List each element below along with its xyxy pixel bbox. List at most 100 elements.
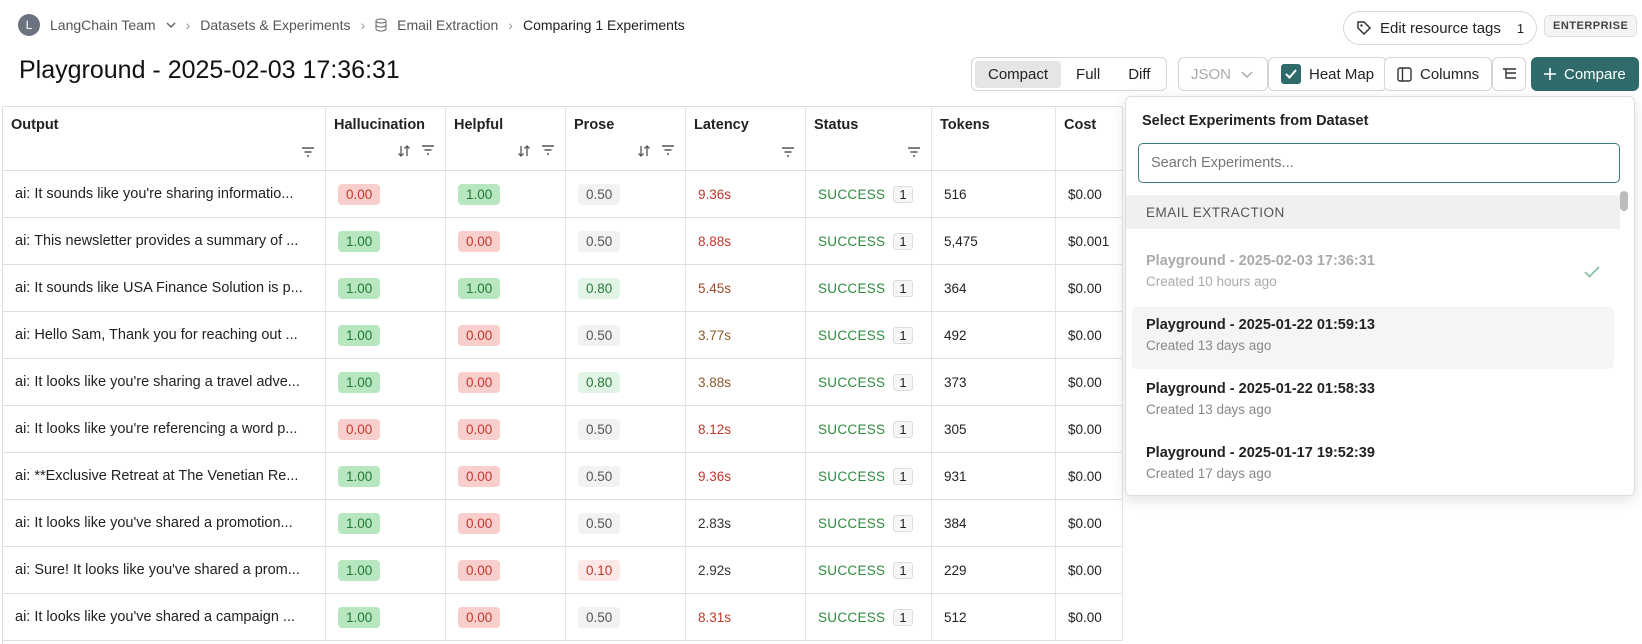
experiment-name: Playground - 2025-01-22 01:58:33 [1146, 381, 1375, 397]
score-pill: 0.50 [578, 183, 621, 205]
experiment-option[interactable]: Playground - 2025-01-22 01:58:33 Created … [1132, 371, 1614, 433]
score-pill: 1.00 [338, 512, 381, 534]
heat-map-toggle[interactable]: Heat Map [1268, 57, 1388, 91]
experiment-name: Playground - 2025-02-03 17:36:31 [1146, 253, 1375, 269]
score-pill: 0.00 [338, 183, 381, 205]
column-header[interactable]: Tokens [932, 107, 1056, 171]
table-cell: SUCCESS 1 [806, 594, 932, 641]
score-pill: 0.80 [578, 277, 621, 299]
columns-button[interactable]: Columns [1384, 57, 1493, 91]
separator: › [508, 17, 513, 33]
header-icons [397, 144, 435, 158]
label: Columns [1420, 65, 1480, 83]
score-pill: 0.50 [578, 418, 621, 440]
score-pill: 0.50 [578, 512, 621, 534]
table-cell: 8.88s [686, 218, 806, 265]
output-text: ai: It looks like you're sharing a trave… [15, 374, 300, 390]
layout-button[interactable] [1492, 57, 1526, 91]
table-cell: 2.83s [686, 500, 806, 547]
cell-text: $0.00 [1068, 609, 1102, 625]
table-cell[interactable]: ai: It looks like you've shared a campai… [3, 594, 326, 641]
columns-icon [1397, 66, 1412, 82]
cell-text: 373 [944, 374, 967, 390]
column-header[interactable]: Cost [1056, 107, 1123, 171]
table-cell: SUCCESS 1 [806, 218, 932, 265]
plan-badge: ENTERPRISE [1544, 15, 1638, 37]
crumb[interactable]: LangChain Team [50, 17, 156, 33]
experiment-option[interactable]: Playground - 2025-01-22 01:59:13 Created … [1132, 307, 1614, 369]
search-input[interactable]: Search Experiments... [1138, 143, 1620, 183]
latency: 3.77s [698, 327, 732, 343]
table-cell[interactable]: ai: It sounds like USA Finance Solution … [3, 265, 326, 312]
label: Compare [1564, 65, 1626, 83]
breadcrumb: L LangChain Team › Datasets & Experiment… [18, 14, 685, 36]
experiment-dropdown: Select Experiments from Dataset Search E… [1125, 96, 1635, 496]
score-pill: 0.00 [458, 418, 501, 440]
table-cell: 0.10 [566, 547, 686, 594]
view-option[interactable]: Full [1076, 65, 1101, 83]
view-option[interactable]: Compact [975, 60, 1062, 88]
avatar[interactable]: L [18, 14, 40, 36]
output-text: ai: This newsletter provides a summary o… [15, 233, 299, 249]
page-title: Playground - 2025-02-03 17:36:31 [19, 56, 400, 84]
column-header[interactable]: Status [806, 107, 932, 171]
score-pill: 0.00 [458, 230, 501, 252]
table-cell[interactable]: ai: It looks like you've shared a promot… [3, 500, 326, 547]
view-option[interactable]: Diff [1128, 65, 1151, 83]
run-count: 1 [893, 467, 913, 485]
score-pill: 1.00 [458, 277, 501, 299]
cell-text: 516 [944, 186, 967, 202]
score-pill: 0.50 [578, 465, 621, 487]
crumb[interactable]: Email Extraction [397, 17, 499, 33]
experiment-created: Created 10 hours ago [1146, 274, 1277, 289]
table-cell: 229 [932, 547, 1056, 594]
table-cell: 0.00 [326, 171, 446, 218]
table-cell: 1.00 [326, 547, 446, 594]
cell-text: $0.00 [1068, 562, 1102, 578]
table-cell[interactable]: ai: It looks like you're referencing a w… [3, 406, 326, 453]
table-cell[interactable]: ai: It looks like you're sharing a trave… [3, 359, 326, 406]
format-select[interactable]: JSON [1178, 57, 1268, 91]
cell-text: $0.00 [1068, 515, 1102, 531]
column-header[interactable]: Hallucination [326, 107, 446, 171]
score-pill: 0.50 [578, 230, 621, 252]
separator: › [360, 17, 366, 33]
cell-text: $0.00 [1068, 327, 1102, 343]
table-cell: 1.00 [326, 218, 446, 265]
table-cell[interactable]: ai: Hello Sam, Thank you for reaching ou… [3, 312, 326, 359]
table-cell[interactable]: ai: It sounds like you're sharing inform… [3, 171, 326, 218]
table-cell: 1.00 [326, 359, 446, 406]
table-cell: $0.00 [1056, 265, 1123, 312]
latency: 2.83s [698, 515, 732, 531]
table-cell: 2.92s [686, 547, 806, 594]
group-header: EMAIL EXTRACTION [1126, 195, 1620, 229]
column-header[interactable]: Output [3, 107, 326, 171]
compare-button[interactable]: Compare [1531, 57, 1639, 91]
output-text: ai: It sounds like you're sharing inform… [15, 186, 294, 202]
column-header[interactable]: Latency [686, 107, 806, 171]
crumb[interactable]: Datasets & Experiments [200, 17, 351, 33]
separator: › [185, 17, 191, 33]
edit-tags-button[interactable]: Edit resource tags 1 [1343, 11, 1538, 45]
experiment-created: Created 13 days ago [1146, 338, 1272, 353]
cell-text: 364 [944, 280, 967, 296]
table-cell: SUCCESS 1 [806, 547, 932, 594]
table-cell[interactable]: ai: Sure! It looks like you've shared a … [3, 547, 326, 594]
column-header[interactable]: Prose [566, 107, 686, 171]
output-text: ai: It looks like you're referencing a w… [15, 421, 298, 437]
count: 1 [1516, 20, 1525, 36]
cell-text: 492 [944, 327, 967, 343]
chevron [166, 22, 176, 29]
column-header[interactable]: Helpful [446, 107, 566, 171]
status: SUCCESS [818, 468, 886, 484]
table-cell: 516 [932, 171, 1056, 218]
table-cell: 8.12s [686, 406, 806, 453]
output-text: ai: It looks like you've shared a promot… [15, 515, 293, 531]
table-cell[interactable]: ai: **Exclusive Retreat at The Venetian … [3, 453, 326, 500]
experiment-option[interactable]: Playground - 2025-01-17 19:52:39 Created … [1132, 435, 1614, 495]
table-cell: 0.80 [566, 265, 686, 312]
table-cell[interactable]: ai: This newsletter provides a summary o… [3, 218, 326, 265]
table-cell: 0.00 [446, 406, 566, 453]
score-pill: 1.00 [338, 371, 381, 393]
experiment-option[interactable]: Playground - 2025-02-03 17:36:31 Created … [1132, 243, 1614, 305]
